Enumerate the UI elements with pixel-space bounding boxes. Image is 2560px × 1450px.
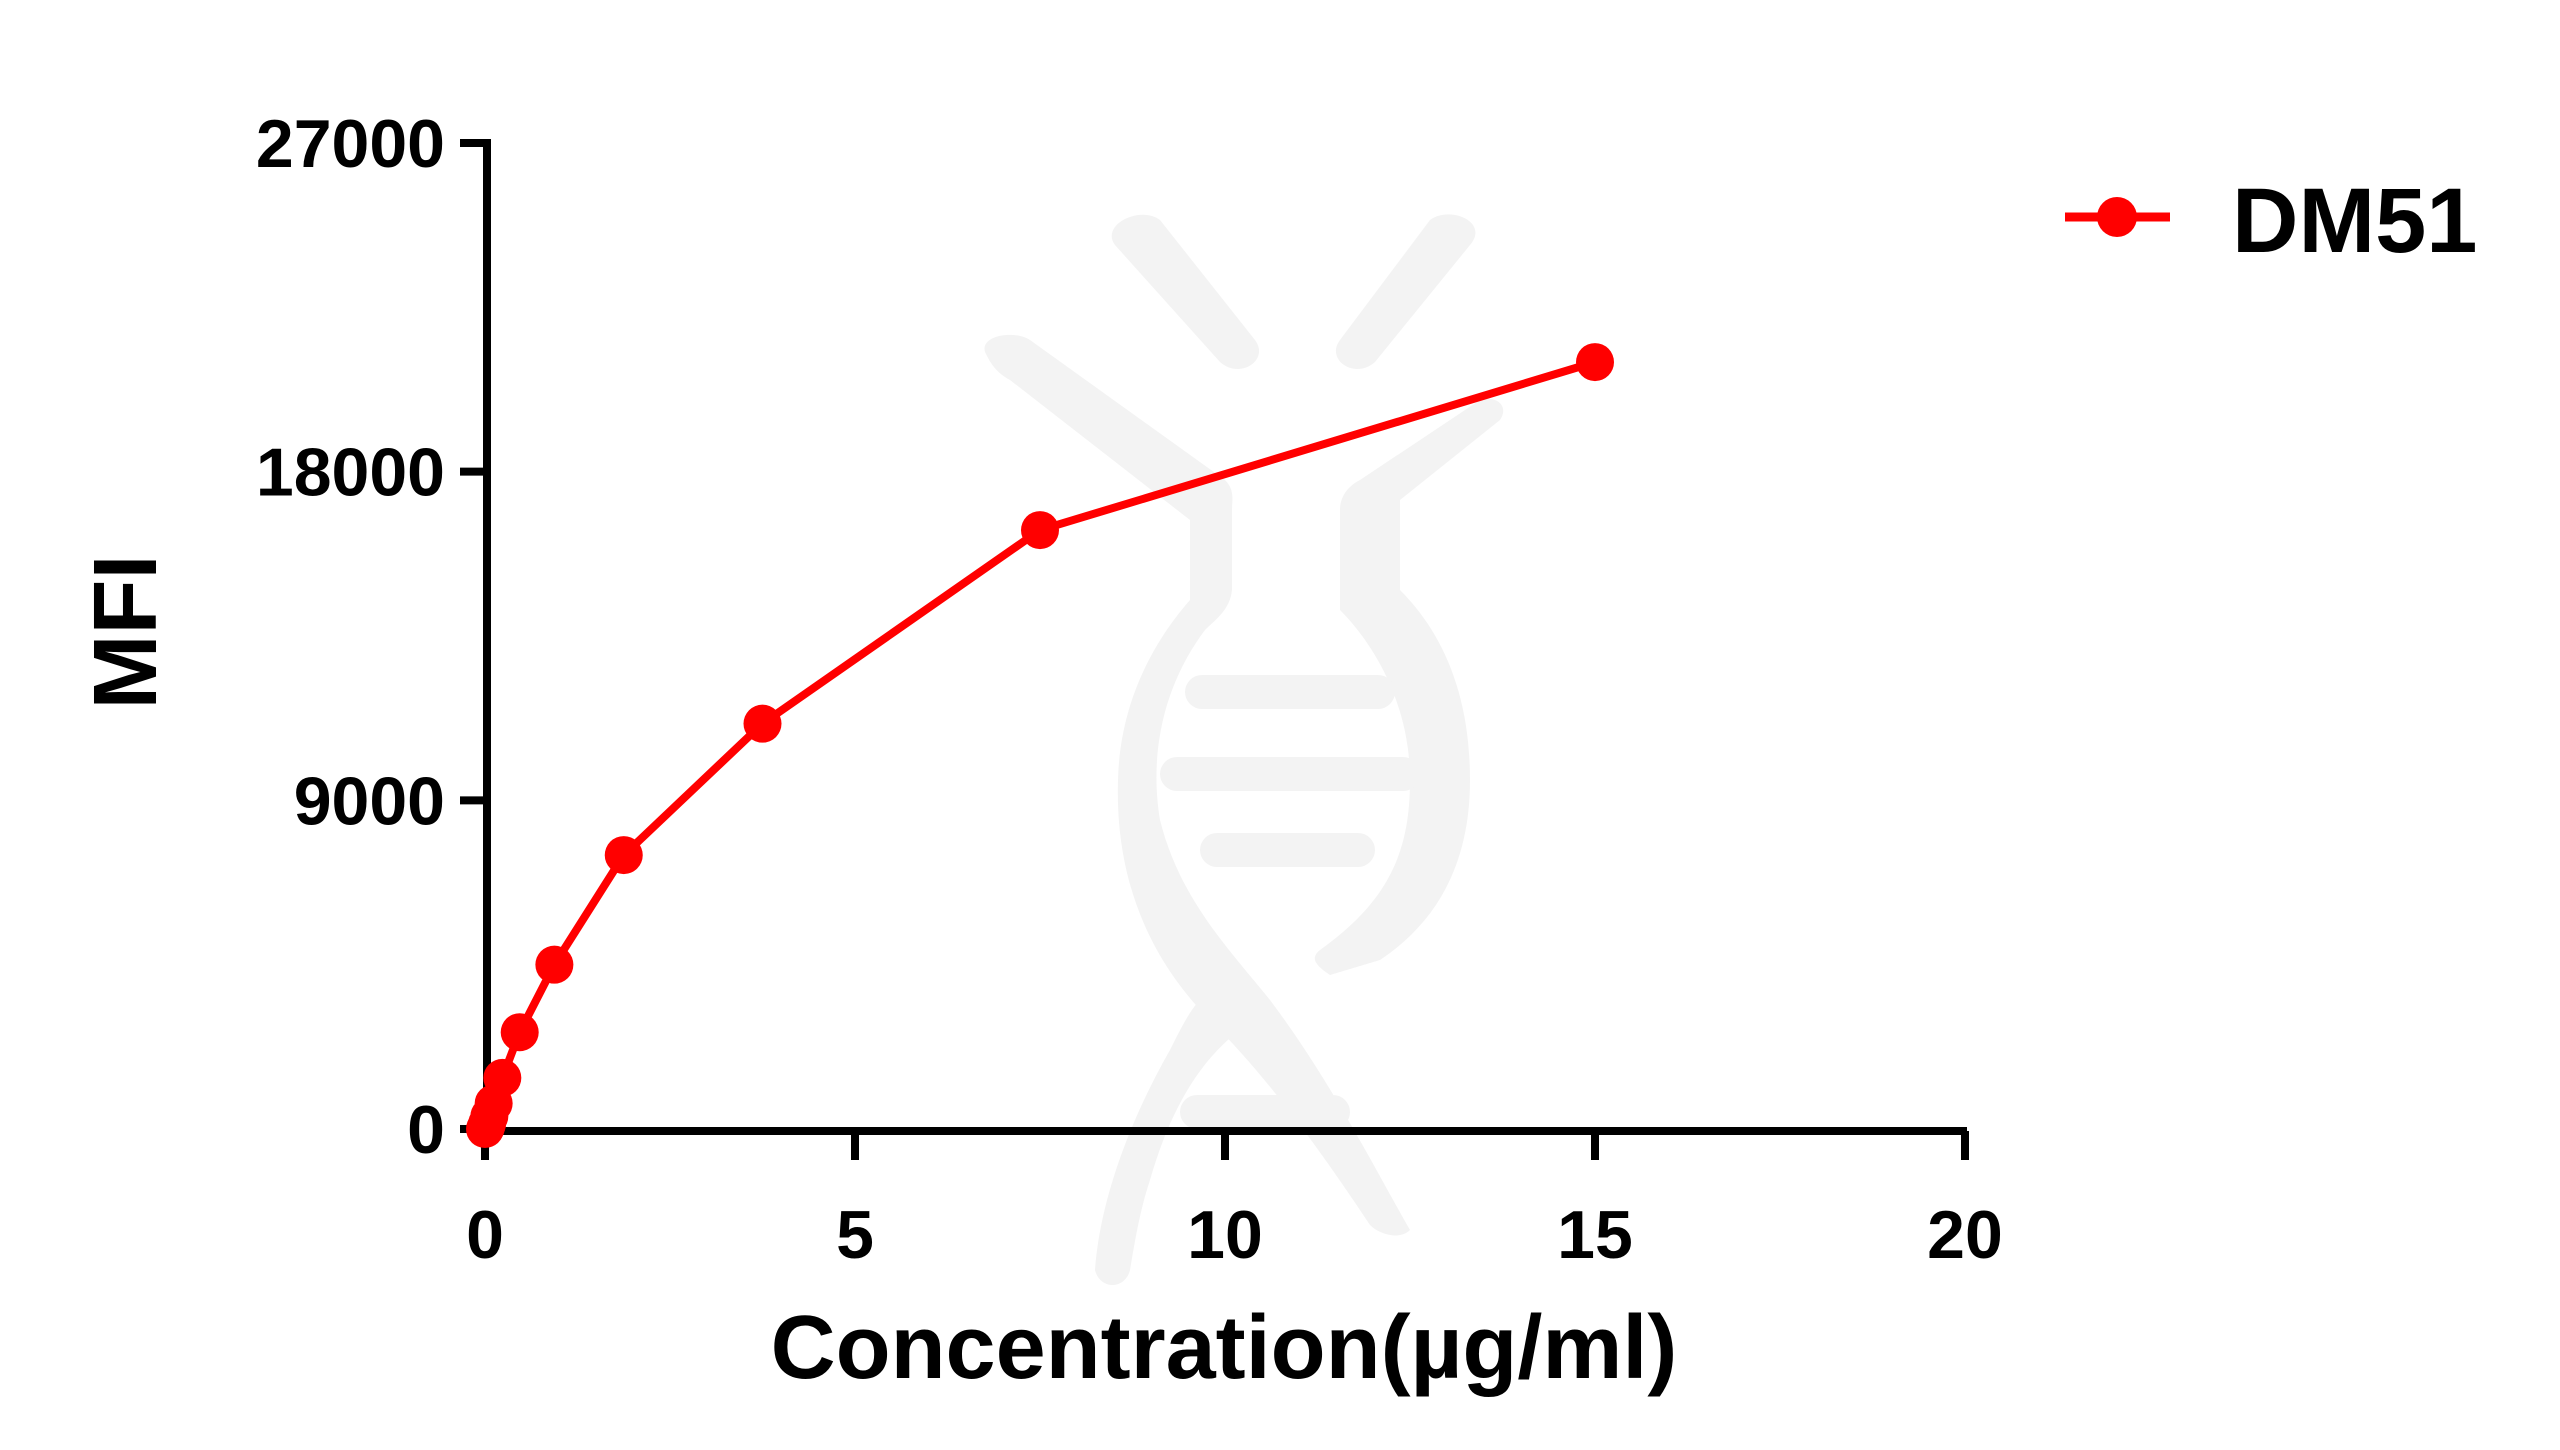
- x-axis-title: Concentration(µg/ml): [771, 1298, 1678, 1398]
- y-tick-label: 9000: [294, 763, 445, 839]
- series-dm51: [466, 343, 1614, 1148]
- data-point-marker: [535, 945, 574, 984]
- y-tick-label: 18000: [256, 435, 445, 511]
- y-tick-label: 0: [407, 1092, 445, 1168]
- data-point-marker: [1021, 511, 1059, 550]
- legend-label-dm51: DM51: [2232, 170, 2477, 272]
- data-point-marker: [604, 836, 643, 875]
- x-tick-label: 5: [836, 1197, 874, 1273]
- legend: DM51: [2065, 170, 2477, 272]
- data-point-marker: [483, 1058, 522, 1097]
- x-tick-label: 15: [1557, 1197, 1633, 1273]
- legend-marker-icon: [2097, 197, 2137, 237]
- data-point-marker: [500, 1013, 539, 1052]
- data-point-marker: [743, 704, 782, 743]
- data-point-marker: [1576, 343, 1614, 382]
- x-tick-label: 20: [1927, 1197, 2003, 1273]
- x-axis-ticks: 0 5 10 15 20: [466, 1131, 2003, 1273]
- x-tick-label: 0: [466, 1197, 504, 1273]
- x-tick-label: 10: [1187, 1197, 1263, 1273]
- y-axis-title: MFI: [76, 555, 176, 710]
- y-axis-ticks: 0 9000 18000 27000: [256, 106, 487, 1168]
- dna-watermark-icon: [984, 214, 1504, 1285]
- y-tick-label: 27000: [256, 106, 445, 182]
